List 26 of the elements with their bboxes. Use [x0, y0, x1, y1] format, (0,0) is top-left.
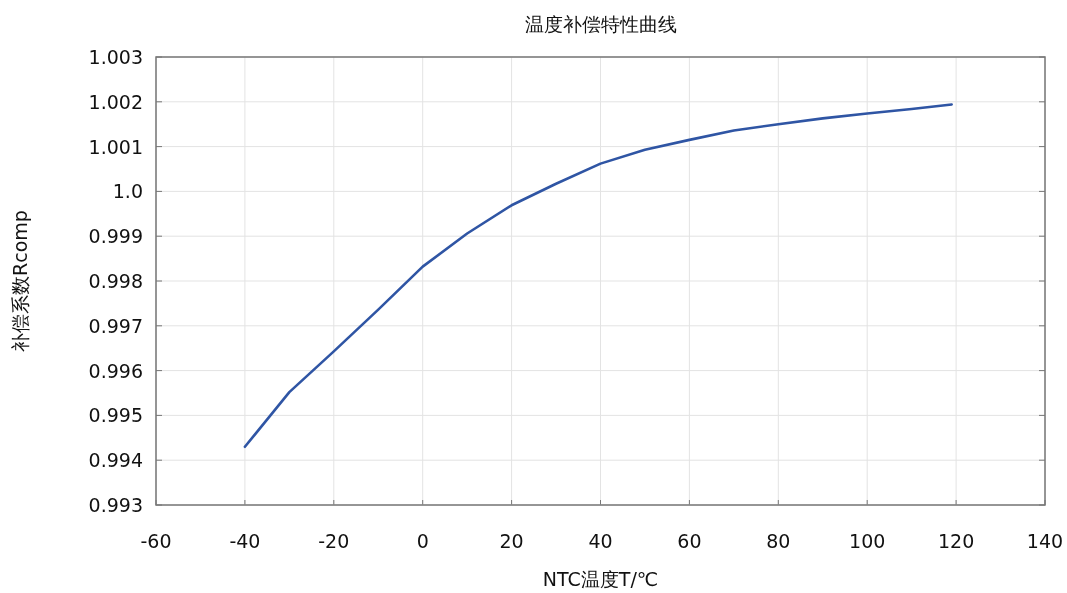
- y-axis-title: 补偿系数Rcomp: [9, 210, 31, 352]
- x-tick-label: 20: [499, 530, 524, 552]
- y-tick-label: 1.0: [112, 180, 143, 203]
- x-tick-label: 80: [766, 530, 791, 552]
- x-tick-label: -20: [318, 530, 350, 552]
- chart-title: 温度补偿特性曲线: [524, 13, 677, 35]
- x-tick-label: 100: [849, 530, 886, 552]
- x-tick-label: 140: [1026, 530, 1064, 552]
- x-tick-label: 60: [677, 530, 702, 552]
- x-tick-label: 120: [937, 530, 975, 552]
- y-tick-label: 1.002: [88, 90, 143, 113]
- y-tick-label: 0.999: [88, 225, 143, 248]
- y-tick-label: 0.994: [88, 449, 143, 472]
- y-tick-label: 1.003: [88, 46, 143, 68]
- y-tick-label: 0.995: [88, 404, 143, 427]
- x-tick-label: -40: [229, 530, 261, 552]
- y-tick-label: 0.998: [88, 270, 143, 292]
- x-tick-label: -60: [140, 530, 172, 552]
- x-tick-label: 0: [416, 530, 429, 552]
- y-tick-label: 1.001: [88, 135, 143, 158]
- x-tick-label: 40: [588, 530, 613, 552]
- y-tick-label: 0.996: [88, 359, 143, 382]
- line-series: [243, 103, 953, 449]
- x-axis-title: NTC温度T/℃: [542, 568, 659, 590]
- y-tick-label: 0.997: [88, 314, 143, 337]
- y-tick-label: 0.993: [88, 494, 143, 516]
